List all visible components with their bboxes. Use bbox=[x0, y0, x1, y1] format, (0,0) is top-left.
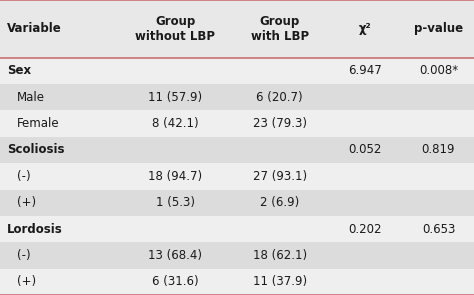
Text: 23 (79.3): 23 (79.3) bbox=[253, 117, 307, 130]
Bar bbox=[0, 216, 474, 242]
Text: 0.819: 0.819 bbox=[422, 143, 455, 156]
Text: 6 (20.7): 6 (20.7) bbox=[256, 91, 303, 104]
Bar bbox=[0, 110, 474, 137]
Text: Variable: Variable bbox=[7, 22, 62, 35]
Text: 0.008*: 0.008* bbox=[419, 64, 458, 77]
Text: 6.947: 6.947 bbox=[348, 64, 382, 77]
Text: 0.202: 0.202 bbox=[348, 223, 382, 236]
Text: (-): (-) bbox=[17, 249, 30, 262]
Text: 6 (31.6): 6 (31.6) bbox=[152, 276, 199, 289]
Text: 2 (6.9): 2 (6.9) bbox=[260, 196, 299, 209]
Bar bbox=[0, 190, 474, 216]
Text: 18 (94.7): 18 (94.7) bbox=[148, 170, 202, 183]
Text: 11 (57.9): 11 (57.9) bbox=[148, 91, 202, 104]
Text: (+): (+) bbox=[17, 276, 36, 289]
Text: 18 (62.1): 18 (62.1) bbox=[253, 249, 307, 262]
Text: p-value: p-value bbox=[414, 22, 463, 35]
Text: Male: Male bbox=[17, 91, 45, 104]
Bar bbox=[0, 163, 474, 190]
Text: 0.052: 0.052 bbox=[348, 143, 382, 156]
Text: χ²: χ² bbox=[359, 22, 371, 35]
Text: Sex: Sex bbox=[7, 64, 31, 77]
Bar bbox=[0, 84, 474, 110]
Text: 0.653: 0.653 bbox=[422, 223, 455, 236]
Text: (-): (-) bbox=[17, 170, 30, 183]
Bar bbox=[0, 242, 474, 269]
Bar bbox=[0, 269, 474, 295]
Text: 27 (93.1): 27 (93.1) bbox=[253, 170, 307, 183]
Text: Scoliosis: Scoliosis bbox=[7, 143, 64, 156]
Text: Female: Female bbox=[17, 117, 59, 130]
Text: 8 (42.1): 8 (42.1) bbox=[152, 117, 199, 130]
Text: 13 (68.4): 13 (68.4) bbox=[148, 249, 202, 262]
Text: Group
with LBP: Group with LBP bbox=[251, 15, 309, 43]
Text: 1 (5.3): 1 (5.3) bbox=[156, 196, 195, 209]
Bar bbox=[0, 137, 474, 163]
Bar bbox=[0, 0, 474, 58]
Bar bbox=[0, 58, 474, 84]
Text: Group
without LBP: Group without LBP bbox=[136, 15, 215, 43]
Text: (+): (+) bbox=[17, 196, 36, 209]
Text: Lordosis: Lordosis bbox=[7, 223, 63, 236]
Text: 11 (37.9): 11 (37.9) bbox=[253, 276, 307, 289]
